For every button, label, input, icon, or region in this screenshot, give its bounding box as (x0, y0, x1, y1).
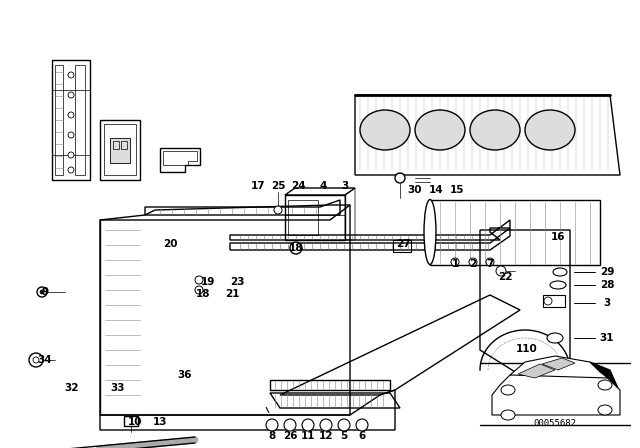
Polygon shape (590, 362, 618, 388)
Polygon shape (518, 364, 555, 378)
Ellipse shape (525, 110, 575, 150)
Circle shape (68, 112, 74, 118)
Circle shape (496, 266, 506, 276)
Text: 31: 31 (600, 333, 614, 343)
Ellipse shape (360, 110, 410, 150)
Text: 36: 36 (178, 370, 192, 380)
Text: 4: 4 (319, 181, 326, 191)
Circle shape (68, 167, 74, 173)
Bar (121, 141, 127, 149)
Text: 6: 6 (358, 431, 365, 441)
Bar (75, 65, 85, 175)
Ellipse shape (547, 333, 563, 343)
Text: 00055682: 00055682 (534, 419, 577, 428)
Text: 11: 11 (301, 431, 316, 441)
Circle shape (33, 357, 39, 363)
Text: 32: 32 (65, 383, 79, 393)
Ellipse shape (598, 405, 612, 415)
Bar (124, 416, 138, 426)
Circle shape (29, 353, 43, 367)
Ellipse shape (424, 199, 436, 264)
Circle shape (68, 132, 74, 138)
Text: 7: 7 (486, 259, 493, 269)
Ellipse shape (598, 380, 612, 390)
Circle shape (544, 297, 552, 305)
Text: 20: 20 (163, 239, 177, 249)
Circle shape (68, 92, 74, 98)
Polygon shape (492, 368, 620, 415)
Text: 12: 12 (319, 431, 333, 441)
Ellipse shape (470, 110, 520, 150)
Ellipse shape (501, 410, 515, 420)
Text: 13: 13 (153, 417, 167, 427)
Bar (543, 295, 565, 307)
Text: 3: 3 (341, 181, 349, 191)
Text: 15: 15 (450, 185, 464, 195)
Circle shape (37, 287, 47, 297)
Ellipse shape (501, 385, 515, 395)
Circle shape (68, 152, 74, 158)
Ellipse shape (553, 268, 567, 276)
Text: 10: 10 (128, 417, 142, 427)
Text: 24: 24 (291, 181, 305, 191)
Text: 27: 27 (396, 239, 410, 249)
Circle shape (40, 290, 44, 294)
Ellipse shape (415, 110, 465, 150)
Text: 8: 8 (268, 431, 276, 441)
Text: 18: 18 (196, 289, 211, 299)
Text: 25: 25 (271, 181, 285, 191)
Circle shape (338, 419, 350, 431)
Text: 23: 23 (230, 277, 244, 287)
Text: 110: 110 (516, 344, 538, 354)
Text: 34: 34 (38, 355, 52, 365)
Circle shape (356, 419, 368, 431)
Circle shape (302, 419, 314, 431)
Text: 21: 21 (225, 289, 239, 299)
Circle shape (274, 206, 282, 214)
Text: 1: 1 (451, 259, 459, 269)
Text: 18: 18 (289, 243, 303, 253)
Bar (110, 138, 130, 163)
Circle shape (266, 419, 278, 431)
Text: 26: 26 (283, 431, 297, 441)
Circle shape (68, 72, 74, 78)
Text: 14: 14 (429, 185, 444, 195)
Circle shape (486, 258, 494, 266)
Text: 33: 33 (111, 383, 125, 393)
Bar (113, 141, 119, 149)
Text: 3: 3 (604, 298, 611, 308)
Text: 2: 2 (469, 259, 477, 269)
Text: 22: 22 (498, 272, 512, 282)
Circle shape (290, 242, 302, 254)
Circle shape (395, 173, 405, 183)
Bar (288, 200, 318, 235)
Text: 9: 9 (42, 287, 49, 297)
Circle shape (469, 258, 477, 266)
Circle shape (195, 286, 203, 294)
Text: 30: 30 (408, 185, 422, 195)
Text: 16: 16 (551, 232, 565, 242)
Ellipse shape (550, 281, 566, 289)
Circle shape (195, 276, 203, 284)
Circle shape (320, 419, 332, 431)
Text: 28: 28 (600, 280, 614, 290)
Polygon shape (542, 358, 575, 370)
Bar (393, 240, 411, 252)
Text: 5: 5 (340, 431, 348, 441)
Bar (55, 65, 63, 175)
Circle shape (451, 258, 459, 266)
Text: 29: 29 (600, 267, 614, 277)
Polygon shape (510, 356, 608, 378)
Circle shape (284, 419, 296, 431)
Text: 19: 19 (201, 277, 215, 287)
Text: 17: 17 (251, 181, 266, 191)
